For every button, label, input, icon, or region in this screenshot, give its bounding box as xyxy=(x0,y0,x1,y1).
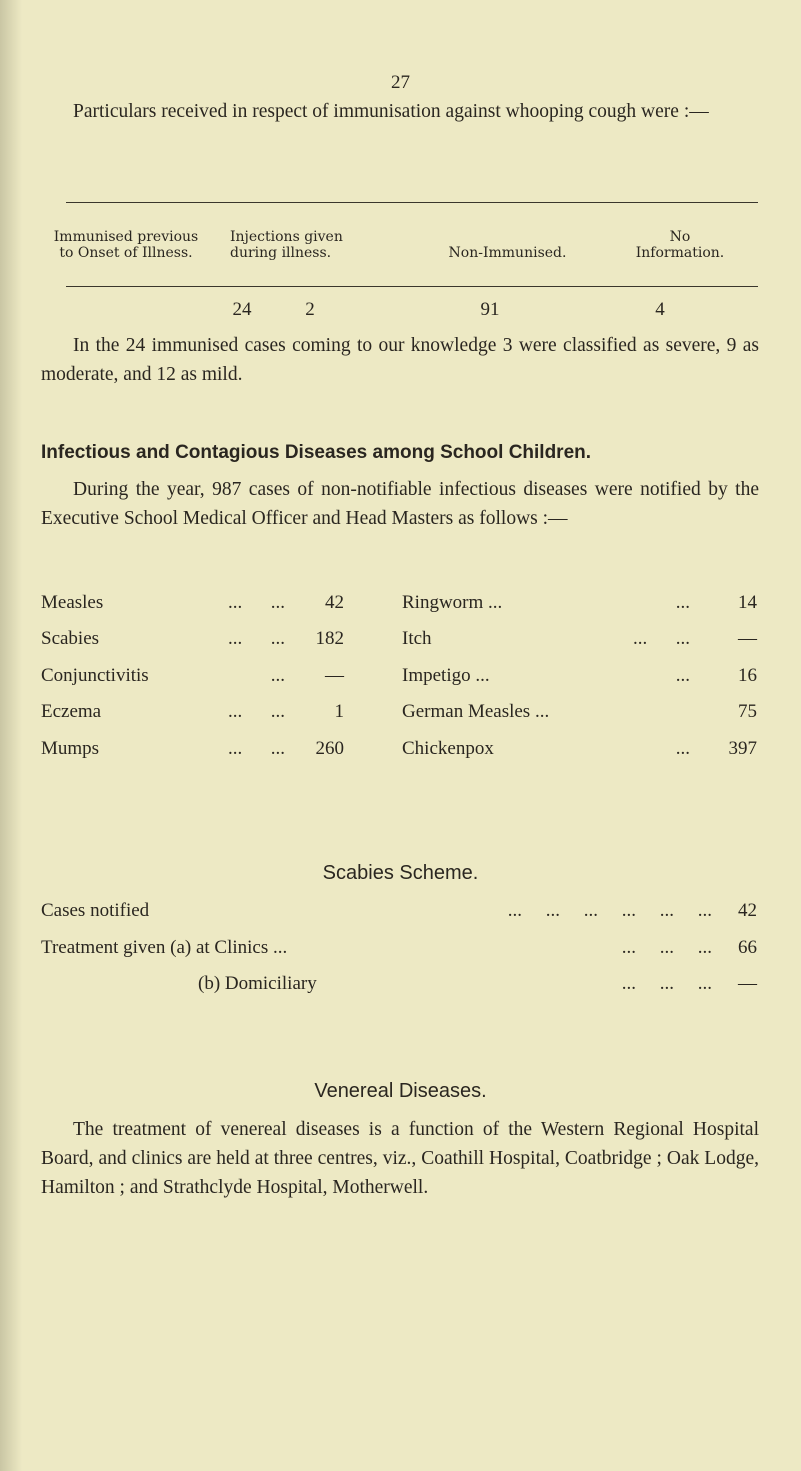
page-number: 27 xyxy=(391,72,410,93)
table-header-injections: Injections given during illness. xyxy=(230,229,343,261)
page-edge-shadow xyxy=(0,0,22,1471)
scabies-count: — xyxy=(738,973,757,994)
disease-name: German Measles ... xyxy=(402,701,550,722)
disease-name: Itch xyxy=(402,628,432,649)
leader-dots: ... xyxy=(270,665,285,686)
disease-count: 75 xyxy=(738,701,757,722)
disease-name: Chickenpox xyxy=(402,738,494,759)
leader-dots: ... xyxy=(675,665,690,686)
disease-count: 14 xyxy=(738,592,757,613)
intro-paragraph: Particulars received in respect of immun… xyxy=(73,101,709,122)
disease-name: Scabies xyxy=(41,628,100,649)
leader-dots: ... ... xyxy=(228,738,285,759)
disease-count: 260 xyxy=(315,738,345,759)
disease-count: — xyxy=(325,665,344,686)
disease-count: 1 xyxy=(334,701,345,722)
venereal-paragraph: The treatment of venereal diseases is a … xyxy=(41,1119,759,1198)
table-header-non-immunised: Non-Immunised. xyxy=(448,245,567,261)
disease-count: 397 xyxy=(728,738,758,759)
scabies-count: 66 xyxy=(738,937,757,958)
venereal-heading: Venereal Diseases. xyxy=(314,1080,487,1102)
scabies-heading: Scabies Scheme. xyxy=(322,862,479,884)
leader-dots: ... ... xyxy=(633,628,690,649)
disease-name: Conjunctivitis xyxy=(41,665,149,686)
leader-dots: ... ... ... xyxy=(621,937,712,958)
value-non-immunised: 91 xyxy=(480,299,500,320)
disease-name: Impetigo ... xyxy=(402,665,490,686)
scabies-label: Cases notified xyxy=(41,900,150,921)
leader-dots: ... xyxy=(675,738,690,759)
leader-dots: ... xyxy=(675,592,690,613)
leader-dots: ... ... xyxy=(228,628,285,649)
value-no-information: 4 xyxy=(655,299,665,320)
immunised-note: In the 24 immunised cases coming to our … xyxy=(41,335,759,385)
value-immunised: 24 xyxy=(232,299,252,320)
scabies-count: 42 xyxy=(738,900,757,921)
disease-name: Measles xyxy=(41,592,104,613)
disease-count: — xyxy=(738,628,757,649)
leader-dots: ... ... xyxy=(228,701,285,722)
table-header-immunised: Immunised previous to Onset of Illness. xyxy=(53,229,199,261)
table-bottom-rule xyxy=(66,286,758,287)
table-top-rule xyxy=(66,202,758,203)
scabies-label: Treatment given (a) at Clinics ... xyxy=(41,937,288,958)
leader-dots: ... ... ... xyxy=(621,973,712,994)
disease-name: Ringworm ... xyxy=(402,592,503,613)
infectious-paragraph: During the year, 987 cases of non-notifi… xyxy=(41,479,759,529)
value-injections: 2 xyxy=(305,299,315,320)
leader-dots: ... ... ... ... ... ... xyxy=(507,900,712,921)
disease-count: 182 xyxy=(315,628,345,649)
scabies-label: (b) Domiciliary xyxy=(198,973,317,994)
leader-dots: ... ... xyxy=(228,592,285,613)
disease-name: Eczema xyxy=(41,701,102,722)
disease-count: 16 xyxy=(738,665,757,686)
disease-count: 42 xyxy=(325,592,344,613)
table-header-no-information: No Information. xyxy=(635,229,725,261)
disease-name: Mumps xyxy=(41,738,100,759)
infectious-heading: Infectious and Contagious Diseases among… xyxy=(41,442,592,463)
